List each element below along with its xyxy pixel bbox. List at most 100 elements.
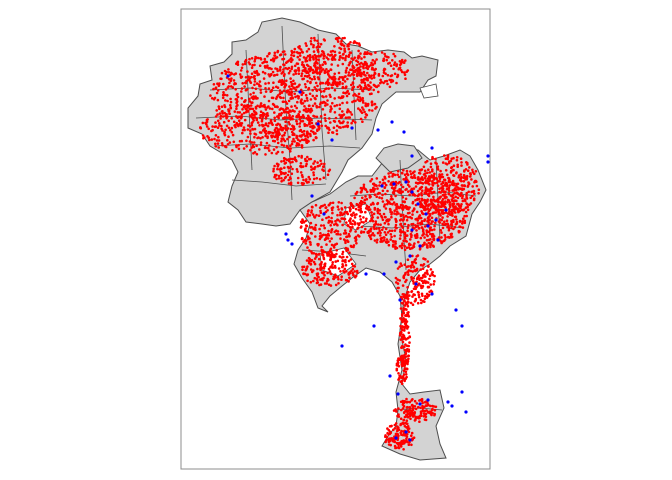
red-point (448, 205, 452, 209)
red-point (271, 86, 275, 89)
red-point (209, 94, 212, 97)
red-point (398, 219, 402, 222)
red-point (353, 236, 357, 240)
red-point (465, 174, 469, 178)
red-point (243, 118, 247, 122)
red-point (373, 62, 377, 65)
red-point (435, 162, 438, 165)
red-point (322, 50, 325, 54)
red-point (289, 165, 293, 169)
red-point (326, 277, 330, 281)
red-point (288, 114, 291, 117)
red-point (405, 169, 409, 173)
red-point (278, 112, 281, 116)
red-point (273, 119, 277, 122)
red-point (421, 189, 424, 192)
red-point (218, 107, 221, 111)
red-point (419, 298, 423, 302)
red-point (394, 432, 398, 436)
red-point (297, 112, 300, 116)
red-point (311, 56, 315, 59)
red-point (407, 207, 410, 211)
red-point (291, 109, 295, 112)
blue-point (402, 130, 406, 134)
red-point (314, 223, 318, 227)
red-point (372, 225, 376, 229)
red-point (455, 220, 459, 224)
red-point (340, 217, 343, 220)
red-point (363, 201, 367, 205)
red-point (383, 221, 387, 225)
red-point (249, 132, 252, 135)
red-point (385, 219, 389, 223)
red-point (370, 92, 373, 95)
red-point (415, 210, 419, 214)
red-point (305, 75, 309, 78)
red-point (459, 157, 463, 160)
red-point (457, 210, 460, 213)
red-point (317, 257, 321, 261)
red-point (300, 74, 303, 78)
red-point (420, 220, 424, 223)
red-point (310, 226, 314, 229)
red-point (413, 411, 417, 414)
red-point (323, 39, 327, 42)
red-point (284, 110, 288, 114)
red-point (344, 241, 347, 245)
red-point (373, 239, 377, 242)
red-point (386, 73, 390, 77)
red-point (306, 155, 309, 159)
red-point (334, 255, 337, 258)
blue-point (408, 254, 412, 258)
red-point (295, 122, 299, 126)
red-point (342, 52, 345, 56)
red-point (352, 58, 355, 61)
red-point (293, 69, 297, 72)
red-point (228, 112, 231, 115)
red-point (308, 122, 311, 125)
blue-point (426, 398, 430, 402)
red-point (452, 174, 456, 177)
red-point (212, 87, 215, 91)
red-point (284, 124, 287, 128)
red-point (364, 227, 367, 231)
red-point (255, 152, 259, 156)
red-point (327, 229, 330, 233)
red-point (321, 68, 325, 71)
red-point (271, 102, 275, 106)
red-point (340, 256, 344, 259)
red-point (230, 72, 234, 75)
red-point (312, 138, 315, 142)
red-point (318, 72, 322, 76)
red-point (442, 204, 445, 207)
red-point (278, 92, 282, 96)
red-point (380, 80, 383, 84)
red-point (438, 180, 442, 183)
red-point (308, 214, 312, 217)
red-point (359, 52, 362, 55)
red-point (345, 85, 348, 88)
red-point (249, 104, 253, 107)
red-point (288, 123, 291, 126)
red-point (469, 196, 473, 200)
red-point (390, 195, 393, 198)
red-point (428, 411, 432, 415)
red-point (224, 145, 228, 149)
red-point (463, 198, 467, 201)
red-point (282, 156, 286, 160)
red-point (404, 296, 408, 299)
red-point (404, 77, 407, 80)
red-point (257, 73, 261, 76)
red-point (369, 203, 373, 206)
enclave-3 (419, 83, 439, 99)
red-point (426, 260, 430, 263)
red-point (234, 98, 238, 101)
red-point (324, 124, 328, 128)
red-point (413, 293, 417, 297)
red-point (307, 157, 311, 161)
red-point (300, 237, 304, 241)
red-point (447, 226, 451, 230)
red-point (436, 184, 440, 187)
red-point (263, 72, 267, 75)
red-point (408, 441, 411, 444)
